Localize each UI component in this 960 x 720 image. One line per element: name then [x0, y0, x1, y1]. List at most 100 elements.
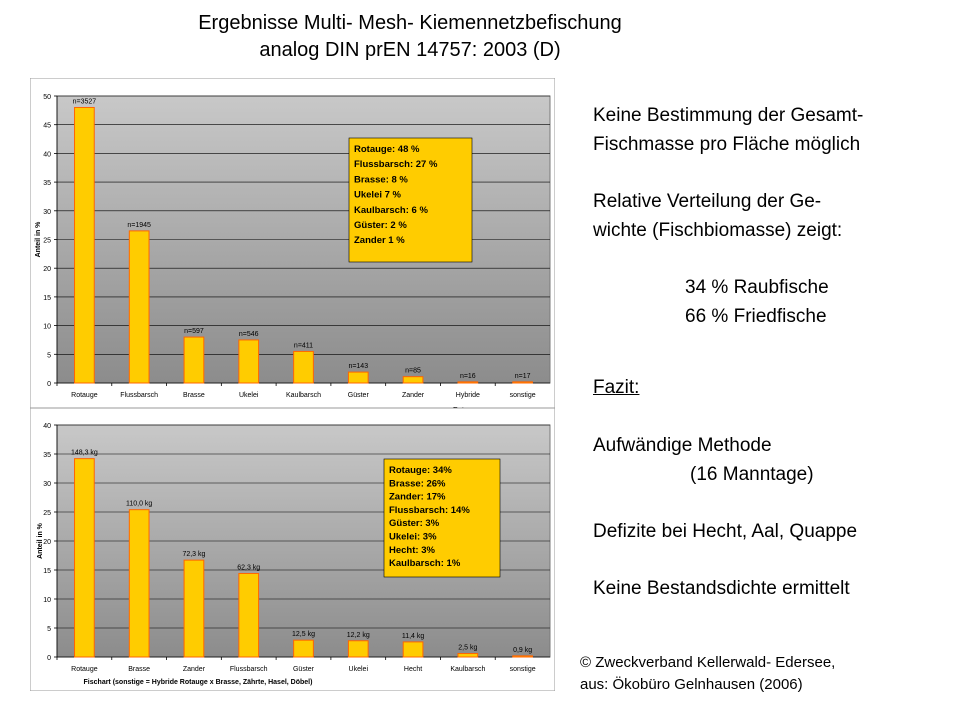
data-label: 148,3 kg	[71, 450, 98, 457]
y-tick-label: 15	[43, 295, 51, 302]
chart-legend: Rotauge: 48 % Flussbarsch: 27 % Brasse: 8 …	[348, 137, 473, 263]
y-tick-label: 0	[47, 655, 51, 662]
x-tick-label: Zander	[402, 392, 425, 399]
note-p1-line2: Fischmasse pro Fläche möglich	[593, 134, 861, 155]
data-label: n=143	[348, 363, 368, 370]
legend-entry: Kaulbarsch: 6 %	[354, 205, 428, 216]
legend-entry: Zander 1 %	[354, 235, 405, 246]
bar-brasse	[183, 336, 205, 384]
data-label: 11,4 kg	[402, 633, 425, 640]
x-tick-label: Hybride	[456, 392, 480, 399]
bar-güster	[293, 639, 314, 658]
bar-zander	[402, 376, 424, 384]
legend-entry: Rotauge: 34%	[389, 465, 452, 476]
legend-entry: Kaulbarsch: 1%	[389, 558, 461, 569]
y-tick-label: 5	[47, 626, 51, 633]
x-tick-label: Ukelei	[239, 392, 259, 399]
y-tick-label: 20	[43, 539, 51, 546]
note-friedfische: 66 % Friedfische	[685, 306, 827, 327]
bar-ukelei	[238, 339, 260, 384]
x-tick-label: Flussbarsch	[230, 666, 268, 673]
data-label: n=3527	[73, 98, 97, 105]
legend-box	[348, 137, 473, 263]
y-tick-label: 25	[43, 510, 51, 517]
data-label: 110,0 kg	[126, 501, 152, 508]
y-tick-label: 10	[43, 597, 51, 604]
note-raubfische: 34 % Raubfische	[685, 277, 829, 298]
y-tick-label: 20	[43, 266, 51, 273]
legend-box	[383, 458, 501, 578]
legend-entry: Brasse: 26%	[389, 478, 446, 489]
legend-entry: Rotauge: 48 %	[354, 144, 420, 155]
bar-güster	[347, 371, 369, 384]
y-tick-label: 50	[43, 94, 51, 101]
bar-sonstige	[512, 655, 533, 658]
y-tick-label: 40	[43, 151, 51, 158]
credit-line2: aus: Ökobüro Gelnhausen (2006)	[580, 676, 803, 693]
credit-line1: © Zweckverband Kellerwald- Edersee,	[580, 654, 836, 671]
y-tick-label: 0	[47, 381, 51, 388]
y-tick-label: 45	[43, 123, 51, 130]
y-tick-label: 10	[43, 324, 51, 331]
data-label: n=597	[184, 328, 204, 335]
legend-entry: Zander: 17%	[389, 492, 446, 503]
bar-rotauge	[74, 106, 95, 384]
x-tick-label: Brasse	[183, 392, 205, 399]
data-label: n=546	[239, 331, 259, 338]
x-tick-label: Rotauge	[71, 666, 98, 673]
data-label: 12,5 kg	[292, 631, 315, 638]
x-tick-label: Rotauge	[71, 392, 98, 399]
x-tick-label: Güster	[348, 392, 370, 399]
data-label: n=1945	[127, 222, 151, 229]
fazit-manntage: (16 Manntage)	[690, 464, 814, 485]
bar-rotauge	[74, 458, 95, 658]
y-tick-label: 15	[43, 568, 51, 575]
chart-catch-count: 0 5 10 15 20 25 30 35 40 45 50 n=3527 Rotauge n=1945 F…	[30, 78, 555, 408]
data-label: 2,5 kg	[458, 645, 477, 652]
bar-sonstige	[512, 381, 533, 384]
bar-hybride	[457, 381, 479, 384]
data-label: 62,3 kg	[237, 564, 260, 571]
legend-entry: Hecht: 3%	[389, 545, 435, 556]
x-tick-label: Brasse	[128, 666, 150, 673]
y-tick-label: 25	[43, 238, 51, 245]
bar-kaulbarsch	[293, 350, 314, 384]
fazit-methode: Aufwändige Methode	[593, 435, 772, 456]
x-tick-label: sonstige	[510, 392, 536, 399]
x-tick-label: Zander	[183, 666, 206, 673]
fazit-heading: Fazit:	[593, 377, 640, 398]
x-axis-title: Fischart (sonstige = Hybride Rotauge x B…	[84, 679, 313, 686]
data-label: n=85	[405, 368, 421, 375]
page-title-line1: Ergebnisse Multi- Mesh- Kiemennetzbefisc…	[198, 12, 622, 34]
y-tick-label: 40	[43, 423, 51, 430]
x-tick-label: Güster	[293, 666, 315, 673]
data-label: n=16	[460, 373, 476, 380]
chart-catch-weight: 0 5 10 15 20 25 30 35 40 148,3 kg Rotauge 110,0 kg B…	[30, 408, 555, 691]
bar-zander	[183, 559, 205, 658]
y-tick-label: 5	[47, 352, 51, 359]
x-tick-label: sonstige	[510, 666, 536, 673]
bar-brasse	[128, 509, 150, 658]
x-tick-label: Hecht	[404, 666, 422, 673]
legend-entry: Flussbarsch: 27 %	[354, 159, 438, 170]
legend-entry: Flussbarsch: 14%	[389, 505, 470, 516]
legend-entry: Güster: 2 %	[354, 220, 407, 231]
legend-entry: Brasse: 8 %	[354, 174, 408, 185]
y-axis-title: Anteil in %	[37, 522, 44, 559]
note-p1-line1: Keine Bestimmung der Gesamt-	[593, 105, 864, 126]
y-tick-label: 35	[43, 180, 51, 187]
bar-kaulbarsch	[457, 653, 479, 658]
data-label: n=17	[515, 373, 531, 380]
note-p2-line1: Relative Verteilung der Ge-	[593, 191, 822, 212]
fazit-defizite: Defizite bei Hecht, Aal, Quappe	[593, 521, 858, 542]
bar-flussbarsch	[238, 572, 260, 658]
page-title-line2: analog DIN prEN 14757: 2003 (D)	[259, 39, 561, 61]
x-tick-label: Flussbarsch	[120, 392, 158, 399]
note-p2-line2: wichte (Fischbiomasse) zeigt:	[593, 220, 843, 241]
y-tick-label: 30	[43, 481, 51, 488]
x-tick-label: Kaulbarsch	[450, 666, 485, 673]
y-tick-label: 35	[43, 452, 51, 459]
y-tick-label: 30	[43, 209, 51, 216]
legend-entry: Ukelei 7 %	[354, 190, 402, 201]
chart-legend: Rotauge: 34% Brasse: 26% Zander: 17% Flussb…	[383, 458, 501, 578]
